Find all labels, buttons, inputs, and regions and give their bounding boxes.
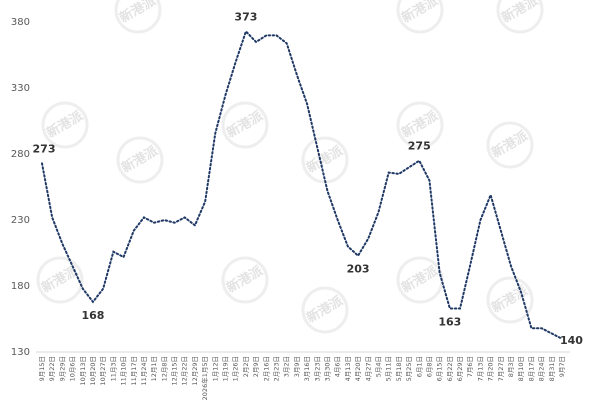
y-tick-label: 330 — [11, 83, 30, 94]
watermark-circle — [496, 0, 544, 34]
watermark: 新港派 — [39, 262, 82, 296]
x-tick-label: 6月15日 — [436, 356, 444, 381]
watermark: 新港派 — [119, 142, 162, 176]
watermark: 新港派 — [224, 107, 267, 141]
value-label: 373 — [234, 10, 257, 23]
value-label: 275 — [408, 140, 431, 153]
x-tick-label: 6月22日 — [446, 356, 454, 381]
y-tick-label: 180 — [11, 281, 30, 292]
x-tick-label: 3月16日 — [303, 356, 311, 381]
watermark: 新港派 — [489, 127, 532, 161]
x-tick-label: 7月13日 — [476, 356, 484, 381]
watermark-circle — [221, 256, 269, 304]
x-tick-label: 8月17日 — [527, 356, 535, 381]
x-tick-label: 7月27日 — [497, 356, 505, 381]
value-label: 203 — [347, 263, 370, 276]
x-tick-label: 1月26日 — [232, 356, 240, 381]
x-tick-label: 9月15日 — [38, 356, 46, 381]
value-label: 140 — [560, 334, 583, 347]
x-tick-label: 5月11日 — [385, 356, 393, 381]
x-tick-label: 10月6日 — [69, 356, 77, 381]
x-tick-label: 3月2日 — [283, 356, 291, 377]
x-tick-label: 4月27日 — [364, 356, 372, 381]
x-tick-label: 10月20日 — [89, 356, 97, 386]
watermark: 新港派 — [304, 292, 347, 326]
watermark: 新港派 — [44, 107, 87, 141]
watermark: 新港派 — [304, 142, 347, 176]
x-tick-label: 6月29日 — [456, 356, 464, 381]
watermark-circle — [114, 0, 162, 34]
x-tick-label: 12月15日 — [171, 356, 179, 386]
x-tick-label: 2月23日 — [273, 356, 281, 381]
x-tick-label: 11月10日 — [120, 356, 128, 386]
watermark-circle — [41, 101, 89, 149]
x-tick-label: 1月12日 — [211, 356, 219, 381]
x-tick-label: 4月20日 — [354, 356, 362, 381]
y-tick-label: 130 — [11, 347, 30, 358]
x-tick-label: 2月16日 — [262, 356, 270, 381]
y-tick-label: 230 — [11, 215, 30, 226]
x-tick-label: 10月13日 — [79, 356, 87, 386]
x-tick-label: 4月6日 — [334, 356, 342, 377]
x-tick-label: 4月13日 — [344, 356, 352, 381]
line — [41, 29, 563, 340]
x-tick-label: 11月17日 — [130, 356, 138, 386]
x-tick-label: 11月3日 — [109, 356, 117, 381]
value-label: 273 — [33, 142, 56, 155]
x-tick-label: 2月9日 — [252, 356, 260, 377]
value-label: 168 — [81, 309, 104, 322]
x-tick-label: 1月19日 — [222, 356, 230, 381]
x-tick-label: 11月24日 — [140, 356, 148, 386]
x-tick-label: 3月23日 — [313, 356, 321, 381]
x-tick-label: 5月25日 — [405, 356, 413, 381]
watermark-circle — [301, 286, 349, 334]
x-tick-label: 8月3日 — [507, 356, 515, 377]
x-tick-label: 9月29日 — [58, 356, 66, 381]
x-tick-label: 7月6日 — [466, 356, 474, 377]
watermark: 新港派 — [399, 0, 442, 26]
x-tick-label: 5月4日 — [374, 356, 382, 377]
x-tick-label: 6月8日 — [425, 356, 433, 377]
watermark-circle — [221, 101, 269, 149]
watermark: 新港派 — [399, 262, 442, 296]
watermark-circle — [36, 256, 84, 304]
x-tick-label: 9月7日 — [558, 356, 566, 377]
watermark: 新港派 — [489, 282, 532, 316]
x-tick-label: 2月2日 — [242, 356, 250, 377]
watermark: 新港派 — [499, 0, 542, 26]
x-tick-label: 5月18日 — [395, 356, 403, 381]
watermark: 新港派 — [117, 0, 160, 26]
value-label: 163 — [438, 315, 461, 328]
x-tick-label: 8月10日 — [517, 356, 525, 381]
y-tick-label: 380 — [11, 17, 30, 28]
x-tick-label: 8月24日 — [538, 356, 546, 381]
x-tick-label: 6月1日 — [415, 356, 423, 377]
x-tick-label: 12月8日 — [160, 356, 168, 381]
watermark-circle — [396, 101, 444, 149]
x-tick-label: 2026年1月5日 — [200, 356, 209, 400]
x-tick-label: 7月20日 — [487, 356, 495, 381]
watermark-circle — [396, 0, 444, 34]
x-tick-label: 9月22日 — [48, 356, 56, 381]
watermark-circle — [486, 276, 534, 324]
x-tick-label: 3月30日 — [323, 356, 331, 381]
watermark: 新港派 — [399, 107, 442, 141]
x-tick-label: 12月22日 — [181, 356, 189, 386]
x-tick-label: 10月27日 — [99, 356, 107, 386]
watermark-circle — [116, 136, 164, 184]
x-tick-label: 12月1日 — [150, 356, 158, 381]
x-tick-label: 3月9日 — [293, 356, 301, 377]
x-tick-label: 8月31日 — [548, 356, 556, 381]
watermark-circle — [486, 121, 534, 169]
x-tick-label: 12月29日 — [191, 356, 199, 386]
y-tick-label: 280 — [11, 149, 30, 160]
watermark: 新港派 — [224, 262, 267, 296]
